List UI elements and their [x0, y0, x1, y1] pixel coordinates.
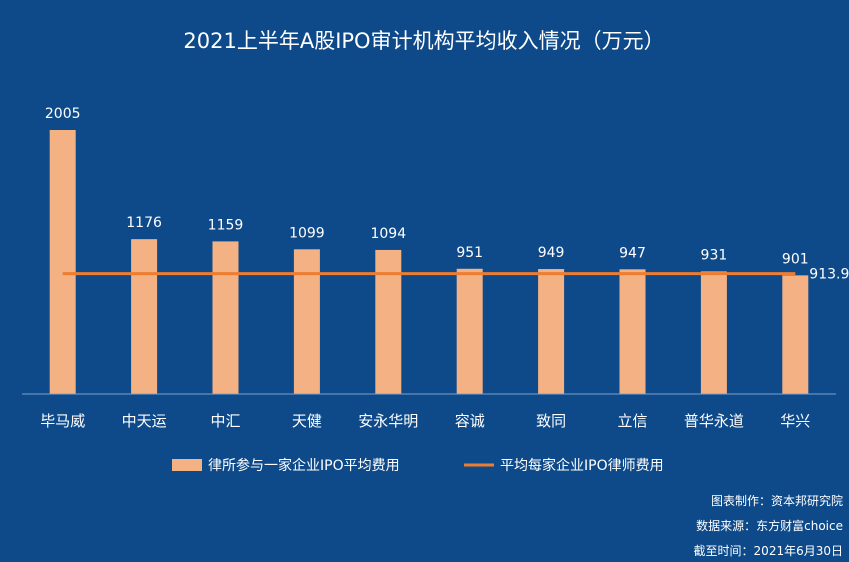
bar-中天运 — [131, 239, 158, 394]
legend-bar-label: 律所参与一家企业IPO平均费用 — [208, 457, 400, 474]
average-line-label: 913.9 — [809, 267, 849, 283]
value-label-安永华明: 1094 — [370, 226, 406, 242]
x-tick-label-中汇: 中汇 — [210, 412, 240, 430]
x-tick-label-华兴: 华兴 — [780, 412, 810, 430]
average-line-group: 913.9 — [62, 267, 849, 283]
value-label-中汇: 1159 — [208, 217, 244, 233]
bar-立信 — [619, 269, 646, 394]
bar-中汇 — [212, 241, 239, 394]
bar-华兴 — [782, 275, 809, 394]
bar-容诚 — [456, 268, 483, 394]
x-tick-label-立信: 立信 — [617, 412, 647, 430]
bar-毕马威 — [49, 130, 76, 394]
legend: 律所参与一家企业IPO平均费用 平均每家企业IPO律师费用 — [172, 457, 664, 474]
legend-line-label: 平均每家企业IPO律师费用 — [500, 457, 664, 474]
footer-source: 数据来源：东方财富choice — [696, 519, 843, 533]
bar-安永华明 — [375, 249, 402, 394]
value-label-中天运: 1176 — [126, 215, 162, 231]
x-axis-labels: 毕马威 中天运 中汇 天健 安永华明 容诚 致同 立信 普华永道 华兴 — [40, 412, 810, 430]
value-label-致同: 949 — [538, 245, 565, 261]
value-label-华兴: 901 — [782, 251, 809, 267]
chart-title: 2021上半年A股IPO审计机构平均收入情况（万元） — [183, 29, 664, 53]
value-labels-group: 2005 1176 1159 1099 1094 951 949 947 931 901 — [45, 106, 809, 267]
bars-group — [49, 130, 809, 394]
bar-致同 — [538, 269, 565, 394]
bar-天健 — [293, 249, 320, 394]
value-label-普华永道: 931 — [701, 247, 728, 263]
footer-date: 截至时间：2021年6月30日 — [693, 544, 843, 558]
value-label-立信: 947 — [619, 245, 646, 261]
legend-bar-swatch — [172, 459, 202, 471]
x-tick-label-普华永道: 普华永道 — [684, 412, 744, 430]
x-tick-label-安永华明: 安永华明 — [358, 412, 418, 430]
value-label-容诚: 951 — [456, 245, 483, 261]
x-tick-label-天健: 天健 — [292, 412, 322, 430]
x-tick-label-容诚: 容诚 — [455, 412, 485, 430]
bar-普华永道 — [700, 271, 727, 394]
x-tick-label-毕马威: 毕马威 — [40, 412, 85, 430]
footer-maker: 图表制作：资本邦研究院 — [710, 494, 843, 508]
x-tick-label-中天运: 中天运 — [122, 412, 167, 430]
x-tick-label-致同: 致同 — [536, 412, 566, 430]
value-label-天健: 1099 — [289, 225, 325, 241]
value-label-毕马威: 2005 — [45, 106, 81, 122]
